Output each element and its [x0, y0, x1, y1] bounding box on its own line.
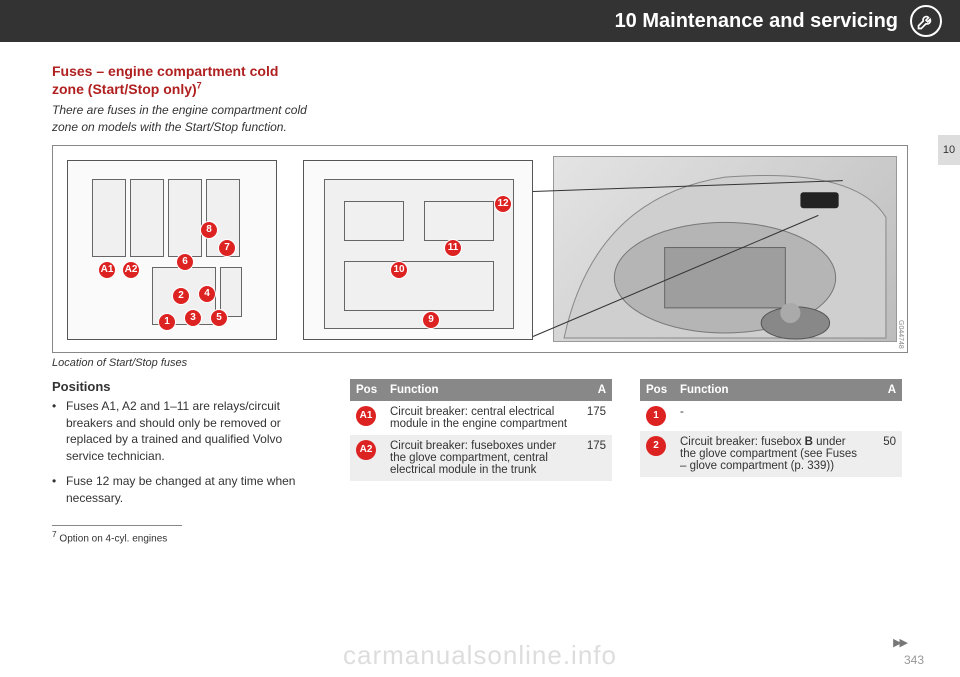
footnote-text: Option on 4-cyl. engines — [57, 533, 168, 544]
page-content: Fuses – engine compartment cold zone (St… — [52, 62, 908, 647]
fuse-marker: 3 — [184, 309, 202, 327]
pcb-region — [344, 261, 494, 311]
positions-list: Fuses A1, A2 and 1–11 are relays/circuit… — [52, 398, 312, 507]
col-positions: Positions Fuses A1, A2 and 1–11 are rela… — [52, 379, 322, 544]
header-bar: 10 Maintenance and servicing — [0, 0, 960, 42]
th-amp: A — [864, 379, 902, 401]
watermark: carmanualsonline.info — [0, 640, 960, 671]
figure-fuse-location: A1A212345678 9101112 G044748 — [52, 145, 908, 353]
table-row: 2 Circuit breaker: fusebox B under the gl… — [640, 431, 902, 477]
table-row: A2 Circuit breaker: fuseboxes under the g… — [350, 435, 612, 481]
pcb-region — [424, 201, 494, 241]
figure-code: G044748 — [897, 320, 904, 349]
footnote: 7 Option on 4-cyl. engines — [52, 529, 322, 544]
th-pos: Pos — [350, 379, 384, 401]
side-tab: 10 — [938, 135, 960, 165]
fuse-marker: 4 — [198, 285, 216, 303]
fuse-amp: 175 — [574, 435, 612, 481]
fuse-slot — [92, 179, 126, 257]
fuse-function: Circuit breaker: central electrical modu… — [384, 401, 574, 435]
pcb-region — [344, 201, 404, 241]
fuse-marker: 8 — [200, 221, 218, 239]
chapter-title: 10 Maintenance and servicing — [615, 10, 898, 33]
fuse-marker: A2 — [122, 261, 140, 279]
section-title-sup: 7 — [197, 81, 202, 91]
fuse-marker: A1 — [98, 261, 116, 279]
fuse-table-2: Pos Function A 1-2Circuit breaker: fuseb… — [640, 379, 902, 477]
fuse-slot — [130, 179, 164, 257]
diagram-pcb: 9 10 11 12 — [303, 160, 533, 340]
figure-caption: Location of Start/Stop fuses — [52, 357, 908, 369]
fuse-marker: 9 — [422, 311, 440, 329]
fuse-marker: 7 — [218, 239, 236, 257]
fuse-marker: 12 — [494, 195, 512, 213]
fuse-badge: 1 — [646, 406, 666, 426]
section-title: Fuses – engine compartment cold zone (St… — [52, 62, 908, 98]
th-amp: A — [574, 379, 612, 401]
fuse-badge: A1 — [356, 406, 376, 426]
side-tab-number: 10 — [943, 144, 955, 156]
fuse-amp: 175 — [574, 401, 612, 435]
table-row: 1- — [640, 401, 902, 431]
fuse-marker: 6 — [176, 253, 194, 271]
fuse-marker: 11 — [444, 239, 462, 257]
fuse-function: Circuit breaker: fusebox B under the glo… — [674, 431, 864, 477]
fuse-marker: 2 — [172, 287, 190, 305]
fuse-amp — [864, 401, 902, 431]
diagram-fusebox-left: A1 A2 1 2 3 4 5 6 78 — [67, 160, 277, 340]
positions-list-item: Fuse 12 may be changed at any time when … — [52, 473, 312, 507]
col-table2: Pos Function A 1-2Circuit breaker: fuseb… — [640, 379, 902, 544]
positions-heading: Positions — [52, 379, 322, 394]
positions-list-item: Fuses A1, A2 and 1–11 are relays/circuit… — [52, 398, 312, 465]
fuse-slot — [168, 179, 202, 257]
fuse-badge: 2 — [646, 436, 666, 456]
fuse-amp: 50 — [864, 431, 902, 477]
table-row: A1 Circuit breaker: central electrical mo… — [350, 401, 612, 435]
footnote-rule — [52, 525, 182, 526]
fuse-marker: 5 — [210, 309, 228, 327]
th-func: Function — [384, 379, 574, 401]
content-columns: Positions Fuses A1, A2 and 1–11 are rela… — [52, 379, 908, 544]
wrench-icon — [910, 5, 942, 37]
section-intro: There are fuses in the engine compartmen… — [52, 102, 332, 134]
fuse-function: - — [674, 401, 864, 431]
th-pos: Pos — [640, 379, 674, 401]
th-func: Function — [674, 379, 864, 401]
fuse-marker: 1 — [158, 313, 176, 331]
fuse-table-1: Pos Function A A1 Circuit breaker: centra… — [350, 379, 612, 481]
fuse-badge: A2 — [356, 440, 376, 460]
col-table1: Pos Function A A1 Circuit breaker: centra… — [350, 379, 612, 544]
fuse-function: Circuit breaker: fuseboxes under the glo… — [384, 435, 574, 481]
fuse-marker: 10 — [390, 261, 408, 279]
section-title-line1: Fuses – engine compartment cold — [52, 63, 278, 79]
section-title-line2: zone (Start/Stop only) — [52, 81, 197, 97]
